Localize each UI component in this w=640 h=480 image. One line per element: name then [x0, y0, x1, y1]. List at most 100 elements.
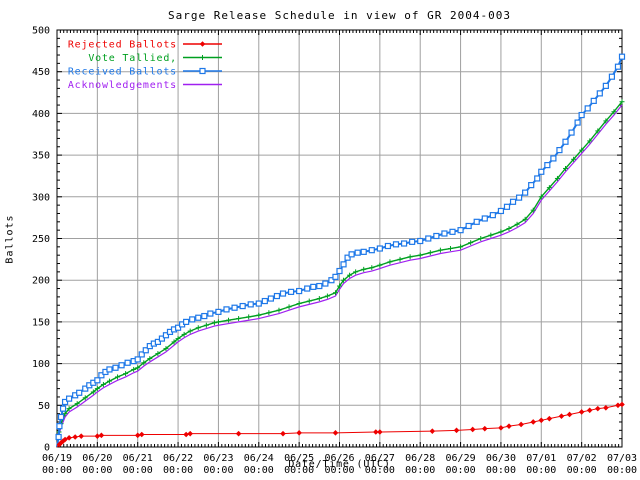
y-tick-label: 350: [32, 151, 50, 162]
x-tick-label-time: 00:00: [446, 465, 476, 476]
square-marker: [316, 282, 323, 290]
square-marker: [207, 310, 214, 317]
square-marker: [503, 203, 511, 210]
y-tick-label: 200: [32, 276, 50, 287]
square-marker: [614, 63, 622, 70]
y-tick-label: 100: [32, 359, 50, 370]
square-marker: [66, 395, 73, 402]
x-tick-label-time: 00:00: [203, 465, 233, 476]
diamond-marker: [429, 428, 436, 434]
diamond-marker: [506, 423, 512, 429]
diamond-marker: [469, 426, 476, 433]
diamond-marker: [98, 432, 105, 439]
square-marker: [584, 105, 591, 112]
square-marker: [354, 249, 361, 256]
square-marker: [195, 314, 202, 321]
y-tick-label: 250: [32, 234, 50, 245]
square-marker: [550, 155, 557, 162]
square-marker: [59, 405, 67, 412]
diamond-marker: [66, 435, 72, 441]
square-marker: [473, 218, 480, 225]
square-marker: [515, 194, 523, 201]
square-marker: [602, 82, 609, 89]
x-tick-label-date: 06/25: [284, 453, 314, 464]
square-marker: [376, 245, 383, 252]
square-marker: [55, 433, 62, 441]
diamond-marker: [615, 402, 621, 409]
square-marker: [199, 67, 206, 75]
x-tick-label-time: 00:00: [163, 465, 193, 476]
legend-label-rejected-ballots: Rejected Ballots: [68, 40, 177, 51]
square-marker: [360, 248, 367, 255]
square-marker: [322, 280, 329, 287]
square-marker: [124, 359, 131, 366]
x-tick-label-time: 00:00: [567, 465, 597, 476]
legend-label-acknowledgements: Acknowledgements: [68, 80, 177, 91]
square-marker: [425, 235, 432, 242]
x-tick-label-date: 07/01: [526, 453, 556, 464]
y-tick-label: 50: [38, 401, 50, 412]
x-axis-label: Date/Time (UTC): [288, 459, 391, 470]
diamond-marker: [578, 409, 585, 415]
square-marker: [310, 283, 317, 290]
square-marker: [94, 377, 101, 384]
diamond-marker: [594, 405, 601, 412]
x-tick-label-time: 00:00: [42, 465, 72, 476]
square-marker: [608, 73, 616, 80]
y-tick-label: 0: [44, 443, 50, 454]
diamond-marker: [134, 432, 141, 439]
square-marker: [247, 301, 254, 308]
x-tick-label-date: 06/23: [203, 453, 233, 464]
x-tick-label-time: 00:00: [123, 465, 153, 476]
x-tick-label-date: 06/27: [365, 453, 395, 464]
square-marker: [441, 230, 448, 237]
square-marker: [231, 304, 238, 311]
y-tick-label: 150: [32, 317, 50, 328]
square-marker: [392, 241, 400, 248]
square-marker: [544, 162, 551, 169]
square-marker: [134, 356, 141, 363]
square-marker: [340, 261, 347, 268]
x-tick-label-date: 06/29: [446, 453, 476, 464]
x-tick-label-time: 00:00: [405, 465, 435, 476]
square-marker: [489, 212, 496, 219]
square-marker: [574, 119, 581, 126]
diamond-marker: [235, 430, 242, 437]
square-marker: [590, 97, 597, 104]
series-line-acknowledgements: [56, 104, 623, 448]
square-marker: [336, 267, 343, 275]
diamond-marker: [586, 407, 593, 414]
diamond-marker: [373, 429, 379, 435]
x-tick-label-date: 06/26: [324, 453, 354, 464]
diamond-marker: [377, 429, 383, 435]
x-tick-label-date: 06/19: [42, 453, 72, 464]
x-tick-label-time: 00:00: [82, 465, 112, 476]
legend-label-received-ballots: Received Ballots: [68, 67, 177, 78]
diamond-marker: [619, 401, 625, 408]
square-marker: [273, 292, 281, 300]
square-marker: [568, 129, 575, 136]
diamond-marker: [183, 431, 189, 438]
diamond-marker: [94, 433, 101, 439]
square-marker: [328, 277, 335, 284]
square-marker: [82, 385, 89, 392]
square-marker: [267, 295, 274, 302]
square-marker: [618, 53, 626, 60]
x-tick-label-time: 00:00: [284, 465, 314, 476]
square-marker: [304, 285, 311, 292]
square-marker: [409, 238, 416, 245]
x-tick-label-date: 07/03: [607, 453, 637, 464]
x-tick-label-date: 06/30: [486, 453, 516, 464]
square-marker: [538, 168, 545, 175]
diamond-marker: [530, 419, 537, 425]
square-marker: [433, 232, 440, 240]
square-marker: [481, 215, 488, 222]
square-marker: [57, 413, 65, 421]
square-marker: [138, 351, 145, 358]
square-marker: [61, 398, 69, 406]
square-marker: [522, 189, 529, 196]
diamond-marker: [332, 430, 339, 436]
square-marker: [183, 318, 190, 325]
legend-label-vote-tallied: Vote Tallied,: [88, 53, 177, 64]
